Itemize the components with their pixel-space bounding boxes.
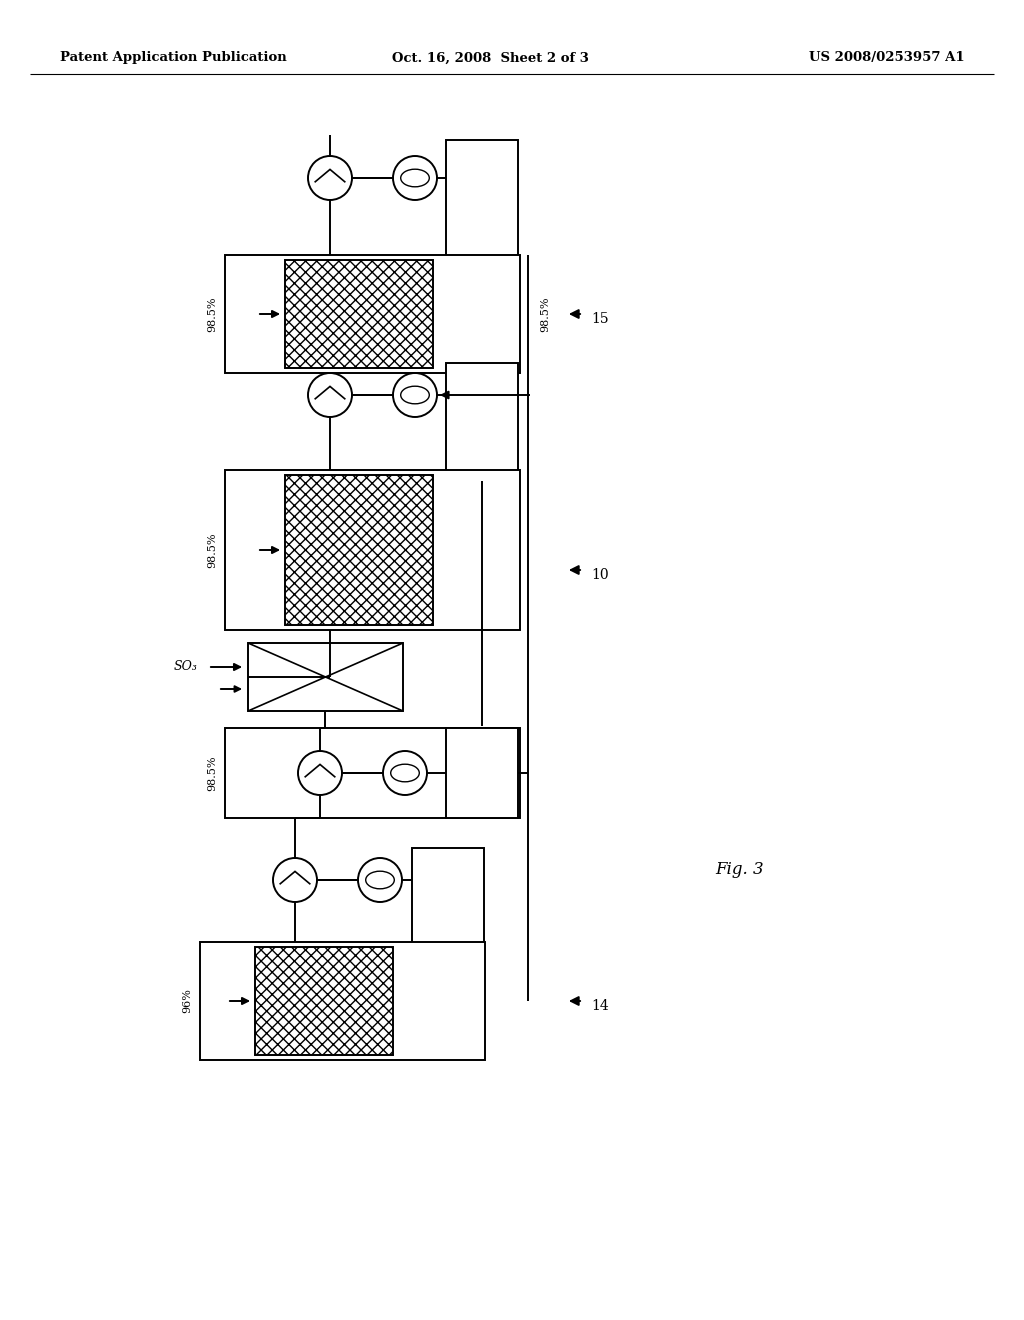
Ellipse shape <box>393 156 437 201</box>
Text: Fig. 3: Fig. 3 <box>716 862 764 879</box>
Text: 98.5%: 98.5% <box>540 296 550 331</box>
Text: SO₃: SO₃ <box>174 660 198 673</box>
Text: 98.5%: 98.5% <box>207 755 217 791</box>
Ellipse shape <box>308 374 352 417</box>
Ellipse shape <box>400 169 429 187</box>
Ellipse shape <box>391 764 419 781</box>
Bar <box>248 643 403 711</box>
Ellipse shape <box>393 374 437 417</box>
Bar <box>285 260 433 368</box>
Bar <box>285 475 433 624</box>
Text: Oct. 16, 2008  Sheet 2 of 3: Oct. 16, 2008 Sheet 2 of 3 <box>391 51 589 65</box>
Bar <box>446 729 518 818</box>
Text: 98.5%: 98.5% <box>207 296 217 331</box>
Bar <box>412 847 484 958</box>
Bar <box>446 140 518 257</box>
Bar <box>255 946 393 1055</box>
Ellipse shape <box>273 858 317 902</box>
Text: Patent Application Publication: Patent Application Publication <box>60 51 287 65</box>
Ellipse shape <box>358 858 402 902</box>
Text: US 2008/0253957 A1: US 2008/0253957 A1 <box>809 51 965 65</box>
Bar <box>225 255 520 374</box>
Bar <box>225 470 520 630</box>
Text: 96%: 96% <box>182 989 193 1014</box>
Ellipse shape <box>308 156 352 201</box>
Ellipse shape <box>298 751 342 795</box>
Bar <box>200 942 485 1060</box>
Bar <box>225 729 520 818</box>
Ellipse shape <box>400 387 429 404</box>
Ellipse shape <box>366 871 394 888</box>
Text: 15: 15 <box>591 312 609 326</box>
Text: 98.5%: 98.5% <box>207 532 217 568</box>
Ellipse shape <box>383 751 427 795</box>
Text: 14: 14 <box>591 999 609 1012</box>
Bar <box>446 363 518 480</box>
Text: 10: 10 <box>591 568 609 582</box>
